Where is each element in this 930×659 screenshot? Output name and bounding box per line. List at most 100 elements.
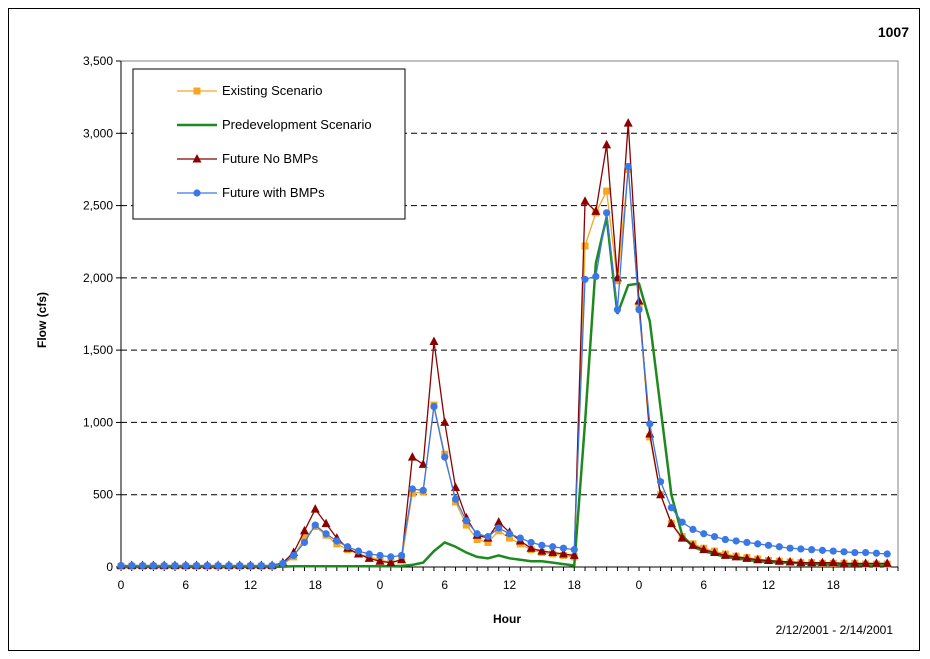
data-point [862, 548, 870, 557]
data-point [645, 428, 655, 438]
data-point [839, 558, 849, 567]
data-point [731, 551, 741, 561]
x-tick-label: 18 [309, 578, 323, 592]
data-point [592, 272, 600, 281]
series-line [121, 216, 888, 569]
data-point [430, 402, 438, 411]
data-point [387, 553, 395, 561]
data-point [418, 459, 428, 468]
data-point [602, 139, 612, 149]
flow-chart: 0 500 1,000 1,500 2,000 2,500 3,000 3,500 0 6 12 1… [35, 24, 909, 637]
legend-label: Existing Scenario [222, 83, 322, 98]
y-tick-label: 3,000 [83, 126, 113, 140]
data-point [624, 162, 632, 171]
data-point [462, 517, 470, 525]
data-point [581, 275, 589, 283]
data-point [699, 544, 709, 554]
data-point [192, 561, 201, 570]
data-point [344, 543, 352, 551]
y-tick-label: 0 [106, 560, 113, 574]
data-point [786, 544, 794, 552]
data-point [451, 495, 460, 503]
data-point [689, 525, 697, 534]
y-tick-label: 2,000 [83, 271, 113, 285]
legend-label: Future No BMPs [222, 151, 319, 166]
data-point [710, 533, 719, 541]
data-point [160, 561, 168, 570]
x-tick-label: 12 [762, 578, 776, 592]
data-point [666, 518, 676, 528]
data-point [548, 547, 558, 557]
data-point [796, 557, 806, 567]
data-point [883, 550, 891, 558]
data-point [623, 118, 633, 127]
data-point [440, 417, 450, 426]
data-point [635, 306, 643, 314]
data-point [462, 521, 470, 529]
data-point [656, 478, 665, 486]
data-point [333, 537, 341, 545]
x-tick-label: 0 [118, 578, 125, 592]
data-point [743, 538, 751, 547]
data-point [581, 242, 589, 250]
data-point [829, 547, 837, 555]
data-point [182, 561, 190, 570]
data-point [279, 559, 287, 567]
data-point [300, 538, 309, 547]
data-point [246, 561, 255, 570]
data-point [721, 535, 729, 544]
data-point [613, 306, 622, 314]
x-tick-label: 18 [827, 578, 841, 592]
data-point [376, 551, 384, 560]
data-point [700, 530, 708, 538]
data-point [299, 525, 309, 535]
corner-label: 1007 [878, 24, 909, 40]
data-point [290, 551, 298, 560]
series-4 [117, 162, 891, 570]
data-point [677, 533, 687, 542]
data-point [840, 548, 848, 556]
data-point [720, 550, 730, 559]
data-point [321, 518, 331, 528]
legend-entry: Existing Scenario [177, 83, 322, 98]
data-point [526, 543, 536, 552]
data-point [538, 541, 546, 549]
data-point [764, 555, 773, 564]
data-point [473, 536, 481, 544]
data-point [236, 561, 244, 570]
data-point [688, 540, 698, 549]
x-tick-label: 0 [636, 578, 643, 592]
data-point [807, 557, 817, 567]
y-tick-label: 500 [93, 488, 113, 502]
data-point [407, 452, 417, 461]
data-point [225, 561, 233, 570]
data-point [646, 420, 654, 428]
data-point [257, 561, 265, 570]
data-point [764, 541, 773, 549]
x-tick-labels: 0 6 12 18 0 6 12 18 0 6 12 18 [118, 578, 841, 592]
data-point [494, 517, 504, 526]
data-point [268, 561, 276, 570]
data-point [797, 545, 805, 553]
data-point [322, 530, 330, 538]
data-point [473, 530, 481, 538]
data-point [149, 561, 157, 570]
data-point [300, 534, 308, 542]
data-point [516, 534, 524, 542]
series-2 [121, 216, 888, 569]
data-point [678, 518, 686, 526]
data-point [549, 543, 557, 551]
legend-entry: Predevelopment Scenario [177, 117, 372, 132]
legend-entry: Future with BMPs [177, 185, 325, 200]
data-point [365, 550, 373, 558]
x-tick-label: 6 [700, 578, 707, 592]
data-point [882, 558, 892, 567]
data-point [569, 550, 579, 559]
series-line [121, 169, 888, 567]
data-point [495, 524, 503, 532]
data-point [117, 561, 125, 570]
data-point [591, 206, 601, 215]
legend-label: Predevelopment Scenario [222, 117, 372, 132]
data-point [774, 556, 784, 565]
data-point [527, 538, 535, 547]
